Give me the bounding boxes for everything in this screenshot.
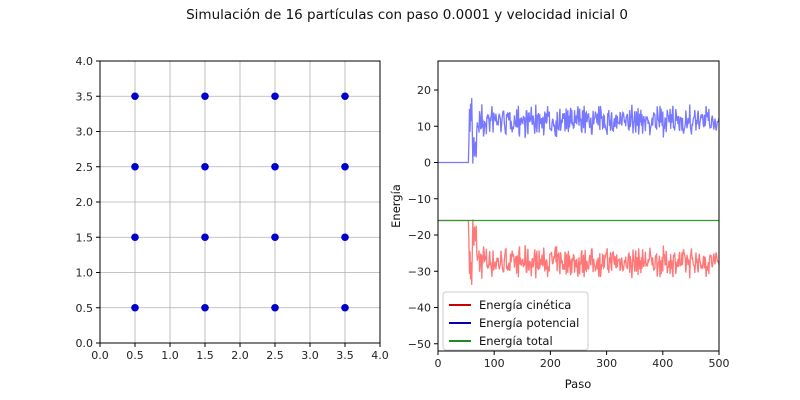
particle-scatter-chart: 0.0 0.5 1.0 1.5 2.0 2.5 3.0 3.5 4.0 0.0 0.5 1.0 1.5… [76, 55, 389, 362]
particle-point [131, 92, 139, 101]
energy-x-tick-label: 200 [540, 357, 561, 370]
scatter-x-tick-label: 2.0 [231, 349, 249, 362]
scatter-y-tick-label: 3.5 [76, 90, 94, 103]
scatter-y-tick-label: 3.0 [76, 126, 94, 139]
particle-point [271, 162, 279, 171]
legend-label-kinetic: Energía cinética [479, 298, 571, 312]
scatter-y-tick-label: 0.5 [76, 302, 94, 315]
energy-x-ticks: 0 100 200 300 400 500 [435, 351, 730, 370]
scatter-x-tick-label: 3.0 [301, 349, 319, 362]
scatter-y-tick-label: 2.0 [76, 196, 94, 209]
energy-y-tick-label: 10 [417, 120, 431, 133]
particle-point [271, 233, 279, 242]
energy-y-tick-label: −30 [408, 265, 431, 278]
scatter-y-tick-label: 2.5 [76, 161, 94, 174]
legend-box [442, 291, 589, 351]
energy-x-tick-label: 400 [652, 357, 673, 370]
particle-point [341, 92, 349, 101]
particle-point [131, 303, 139, 312]
particle-point [131, 233, 139, 242]
energy-legend: Energía cinética Energía potencial Energ… [442, 291, 589, 351]
series-line-kinetic [438, 219, 720, 285]
scatter-y-tick-label: 0.0 [76, 337, 94, 350]
scatter-y-tick-label: 4.0 [76, 55, 94, 68]
energy-x-tick-label: 100 [484, 357, 505, 370]
energy-x-tick-label: 500 [709, 357, 730, 370]
particle-point [131, 162, 139, 171]
scatter-points [131, 92, 349, 312]
scatter-x-tick-label: 1.0 [161, 349, 179, 362]
energy-y-tick-label: −20 [408, 229, 431, 242]
energy-series-lines [438, 98, 720, 285]
energy-y-tick-label: −40 [408, 302, 431, 315]
figure-title: Simulación de 16 partículas con paso 0.0… [186, 7, 628, 23]
particle-point [341, 162, 349, 171]
energy-y-axis-label: Energía [389, 184, 403, 228]
legend-label-total: Energía total [479, 334, 553, 348]
scatter-x-tick-label: 3.5 [336, 349, 354, 362]
scatter-x-tick-label: 4.0 [371, 349, 389, 362]
energy-y-ticks: 20 10 0 −10 −20 −30 −40 −50 [408, 84, 438, 351]
scatter-y-tick-label: 1.0 [76, 267, 94, 280]
particle-point [341, 303, 349, 312]
particle-point [271, 303, 279, 312]
energy-axes-frame [437, 60, 720, 352]
energy-y-tick-label: −10 [408, 193, 431, 206]
particle-point [271, 92, 279, 101]
scatter-x-tick-label: 1.5 [196, 349, 214, 362]
scatter-grid [99, 60, 381, 344]
particle-point [201, 162, 209, 171]
particle-point [201, 303, 209, 312]
energy-x-tick-label: 0 [435, 357, 442, 370]
series-line-potential [438, 98, 720, 164]
energy-y-tick-label: 20 [417, 84, 431, 97]
scatter-x-tick-label: 2.5 [266, 349, 284, 362]
particle-point [201, 92, 209, 101]
legend-label-potential: Energía potencial [479, 316, 579, 330]
energy-y-tick-label: −50 [408, 338, 431, 351]
scatter-x-tick-label: 0.0 [91, 349, 109, 362]
particle-point [341, 233, 349, 242]
energy-y-tick-label: 0 [424, 157, 431, 170]
scatter-y-ticks: 0.0 0.5 1.0 1.5 2.0 2.5 3.0 3.5 4.0 [76, 55, 100, 350]
energy-x-axis-label: Paso [565, 377, 592, 391]
scatter-x-tick-label: 0.5 [126, 349, 144, 362]
scatter-x-ticks: 0.0 0.5 1.0 1.5 2.0 2.5 3.0 3.5 4.0 [91, 343, 389, 362]
particle-point [201, 233, 209, 242]
energy-x-tick-label: 300 [596, 357, 617, 370]
scatter-y-tick-label: 1.5 [76, 231, 94, 244]
